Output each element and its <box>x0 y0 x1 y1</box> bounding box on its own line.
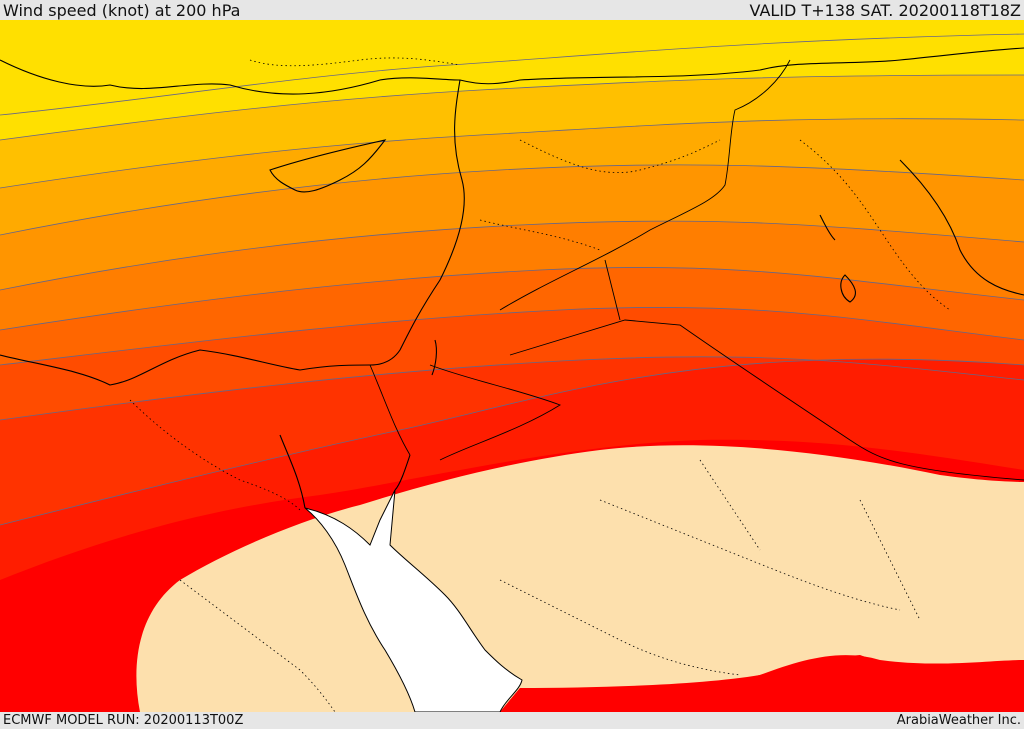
contour-8 <box>0 356 1024 421</box>
contour-5 <box>0 220 1024 291</box>
dead-sea <box>431 339 437 376</box>
admin-border-8 <box>859 499 921 621</box>
map-title: Wind speed (knot) at 200 hPa <box>3 1 241 20</box>
admin-borders <box>129 57 951 712</box>
credit: ArabiaWeather Inc. <box>896 713 1021 728</box>
contour-9 <box>0 358 1024 526</box>
contour-6 <box>0 266 1024 331</box>
admin-border-7 <box>599 499 901 611</box>
border-saudi-jordan-2 <box>429 364 562 461</box>
coast-turkey <box>0 47 1024 95</box>
border-sinai <box>369 364 411 456</box>
footer-bar: ECMWF MODEL RUN: 20200113T00Z ArabiaWeat… <box>0 712 1024 729</box>
coast-levant <box>369 79 465 366</box>
contour-1 <box>0 33 1024 116</box>
contour-2 <box>0 74 1024 141</box>
contour-7 <box>0 306 1024 366</box>
coast-gulf <box>899 159 1024 296</box>
gulf-suez <box>279 434 306 509</box>
map-canvas <box>0 20 1024 712</box>
gulf-aqaba <box>394 454 411 491</box>
contour-3 <box>0 118 1024 189</box>
header-bar: Wind speed (knot) at 200 hPa VALID T+138… <box>0 0 1024 20</box>
lake-1 <box>819 214 836 241</box>
model-run: ECMWF MODEL RUN: 20200113T00Z <box>3 713 244 728</box>
calm-region <box>136 445 1024 712</box>
red-strip-bottom <box>500 655 1024 712</box>
wind-speed-map <box>0 20 1024 712</box>
contour-4 <box>0 164 1024 236</box>
admin-border-1 <box>519 139 721 174</box>
border-jordan-iraq <box>499 59 791 311</box>
cyprus <box>269 139 387 193</box>
border-saudi-iraq <box>509 319 1024 481</box>
admin-border-3 <box>799 139 951 311</box>
contour-lines <box>0 33 1024 526</box>
admin-border-6 <box>499 579 741 676</box>
lake-2 <box>840 274 856 303</box>
admin-border-2 <box>479 219 601 251</box>
admin-border-4 <box>129 399 301 511</box>
coastlines <box>0 47 1024 509</box>
border-jordan-saudi <box>604 259 621 321</box>
admin-border-5 <box>179 579 336 712</box>
coast-egypt <box>0 349 371 386</box>
admin-border-10 <box>699 459 761 551</box>
valid-time: VALID T+138 SAT. 20200118T18Z <box>749 1 1021 20</box>
red-sea <box>304 489 523 712</box>
borders <box>369 59 1024 481</box>
